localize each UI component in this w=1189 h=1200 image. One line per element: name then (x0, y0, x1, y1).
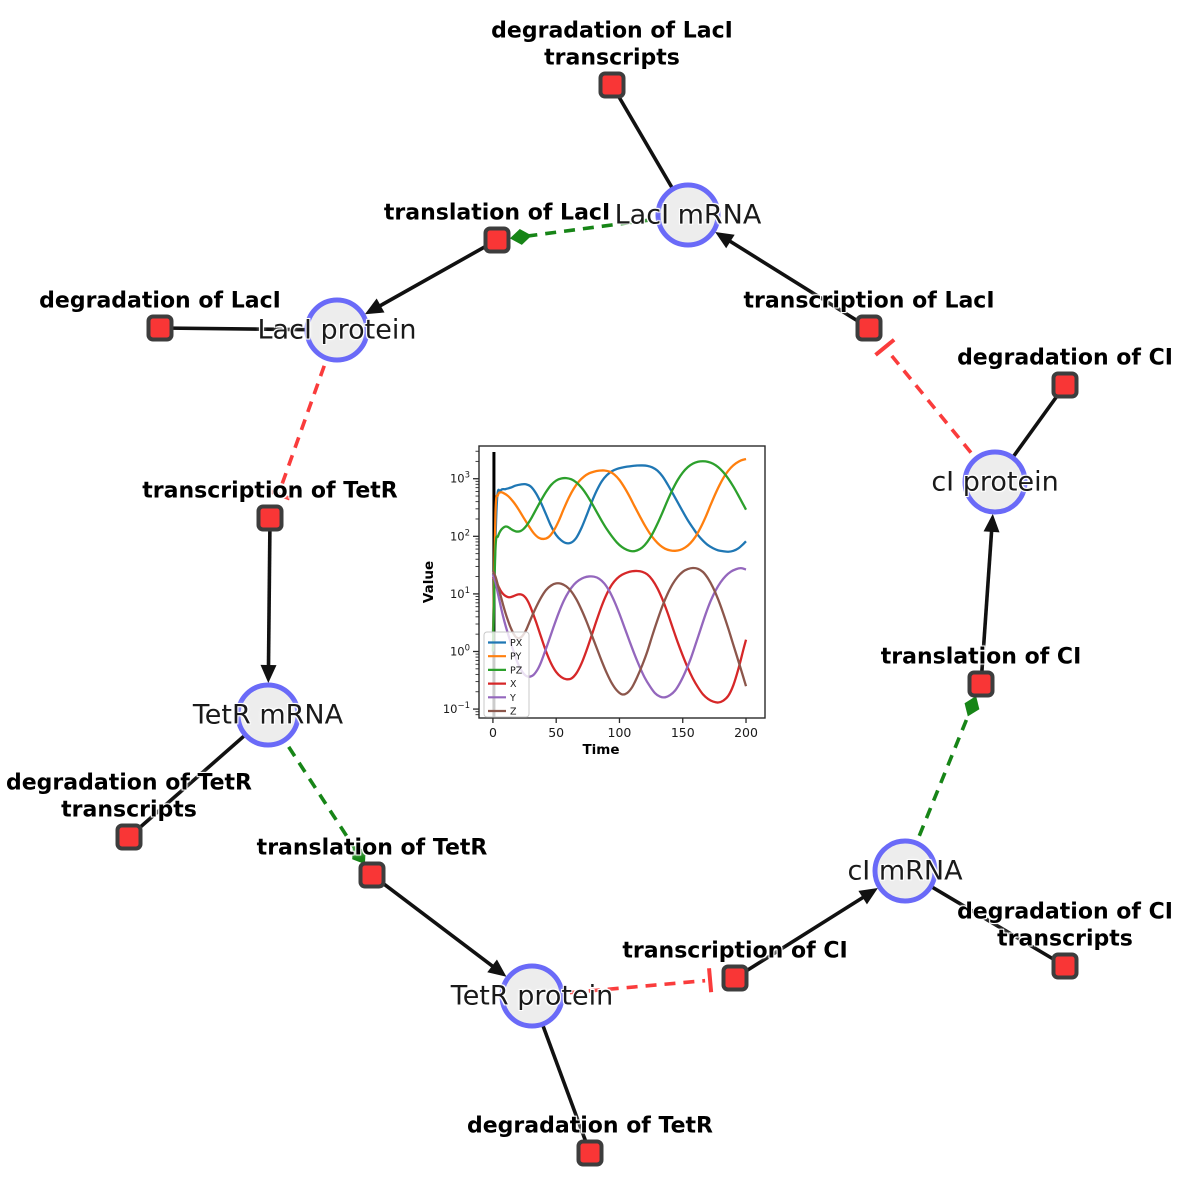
reaction-node-translation-tetr (358, 861, 386, 889)
edge-markers-layer (260, 228, 1000, 993)
reaction-label-deg-tetr: degradation of TetR (467, 1113, 713, 1140)
reaction-node-translation-ci (967, 670, 995, 698)
edge-transcription-tetr-to-tetr-mrna (266, 517, 272, 674)
legend-label-px: PX (510, 638, 523, 649)
reaction-node-deg-tetr (576, 1139, 604, 1167)
reaction-label-line: transcription of CI (622, 938, 848, 964)
series-px-curve (491, 464, 747, 635)
reaction-node-transcription-laci (855, 314, 883, 342)
reaction-label-line: transcription of TetR (142, 478, 398, 504)
species-node-tetr-mrna (235, 682, 301, 748)
species-label-tetr-mrna: TetR mRNA (192, 699, 344, 731)
x-tick-label: 150 (671, 725, 695, 740)
series-x-curve (491, 569, 748, 704)
reaction-node-deg-tetr-transcripts (115, 823, 143, 851)
legend-label-x: X (510, 679, 517, 690)
legend-label-y: Y (509, 693, 516, 704)
reaction-label-deg-ci-transcripts: degradation of CI transcripts (957, 898, 1173, 953)
reaction-label-line: degradation of CI (957, 899, 1173, 925)
reaction-label-line: translation of CI (880, 644, 1082, 670)
series-pz-curve (491, 460, 748, 652)
reaction-label-line: degradation of TetR (466, 1113, 714, 1139)
species-label-ci-protein: cI protein (931, 466, 1059, 498)
reaction-label-deg-tetr-transcripts: degradation of TetR transcripts (6, 769, 252, 824)
inhibition-tbar (266, 488, 291, 501)
x-tick-label: 200 (734, 725, 758, 740)
species-node-laci-protein (304, 297, 370, 363)
edge-translation-tetr-to-tetr-protein (370, 873, 500, 973)
edge-translation-laci-to-laci-protein (372, 238, 498, 311)
y-axis-title: Value (421, 561, 437, 603)
reaction-node-deg-laci (146, 314, 174, 342)
reaction-label-deg-ci: degradation of CI (957, 345, 1173, 372)
species-label-tetr-protein: TetR protein (450, 980, 614, 1012)
modifier-diamond-arrowhead (964, 696, 980, 717)
edge-transcription-ci-to-ci-mrna (734, 891, 871, 980)
reaction-label-line: degradation of LacI (491, 18, 733, 44)
reaction-label-deg-laci: degradation of LacI (39, 288, 281, 315)
edge-translation-ci-to-ci-protein (979, 523, 994, 685)
reaction-node-deg-laci-transcripts (598, 71, 626, 99)
reaction-label-line: degradation of CI (957, 345, 1173, 371)
reaction-label-line: transcripts (997, 926, 1133, 952)
reaction-label-line: transcripts (544, 45, 680, 71)
arrowhead (364, 298, 385, 315)
arrowhead (858, 888, 878, 905)
species-node-tetr-protein (499, 963, 565, 1029)
reaction-node-transcription-ci (721, 964, 749, 992)
reaction-label-line: translation of TetR (256, 835, 488, 861)
nodes-layer (115, 71, 1079, 1167)
reaction-node-deg-ci-transcripts (1051, 952, 1079, 980)
x-tick-label: 50 (548, 725, 564, 740)
reaction-node-transcription-tetr (256, 504, 284, 532)
x-tick-label: 0 (489, 725, 497, 740)
x-tick-label: 100 (608, 725, 632, 740)
reaction-label-translation-ci: translation of CI (881, 644, 1082, 671)
reaction-label-deg-laci-transcripts: degradation of LacI transcripts (491, 17, 733, 72)
legend-label-pz: PZ (510, 665, 523, 676)
species-label-ci-mrna: cI mRNA (847, 855, 963, 887)
species-node-ci-protein (962, 449, 1028, 515)
reaction-label-translation-tetr: translation of TetR (257, 835, 488, 862)
reaction-label-line: degradation of TetR (5, 770, 253, 796)
species-label-laci-mrna: LacI mRNA (614, 199, 762, 231)
reaction-node-translation-laci (483, 226, 511, 254)
modifier-diamond-arrowhead (352, 845, 366, 865)
reaction-label-line: transcripts (61, 797, 197, 823)
arrowhead (487, 959, 507, 977)
reaction-label-line: transcription of LacI (743, 288, 995, 314)
edge-transcription-laci-to-laci-mrna (722, 235, 870, 330)
reaction-label-transcription-laci: transcription of LacI (743, 288, 994, 315)
reaction-label-transcription-tetr: transcription of TetR (142, 478, 397, 505)
reaction-label-line: degradation of LacI (39, 288, 281, 314)
reaction-node-deg-ci (1051, 371, 1079, 399)
axes-frame (478, 445, 766, 719)
series-py-curve (491, 457, 747, 652)
legend-box (483, 631, 530, 718)
inset-chart: 0 50 100 150 20010−1100101102103TimeValuePXP… (415, 424, 793, 772)
arrowhead (260, 664, 277, 684)
reaction-label-translation-laci: translation of LacI (384, 200, 610, 227)
chart-legend: PX PY PZ XYZ (483, 631, 530, 718)
arrowhead (715, 231, 735, 249)
inhibition-tbar (874, 338, 896, 357)
reaction-label-transcription-ci: transcription of CI (622, 938, 847, 965)
species-node-laci-mrna (655, 182, 721, 248)
legend-label-py: PY (510, 652, 522, 663)
species-label-laci-protein: LacI protein (257, 314, 417, 346)
modifier-diamond-arrowhead (509, 228, 532, 245)
arrowhead (983, 513, 1000, 533)
inhibition-tbar (707, 968, 714, 993)
x-axis-title: Time (582, 742, 619, 758)
legend-label-z: Z (510, 707, 517, 718)
species-node-ci-mrna (872, 838, 938, 904)
reaction-label-line: translation of LacI (383, 200, 611, 226)
